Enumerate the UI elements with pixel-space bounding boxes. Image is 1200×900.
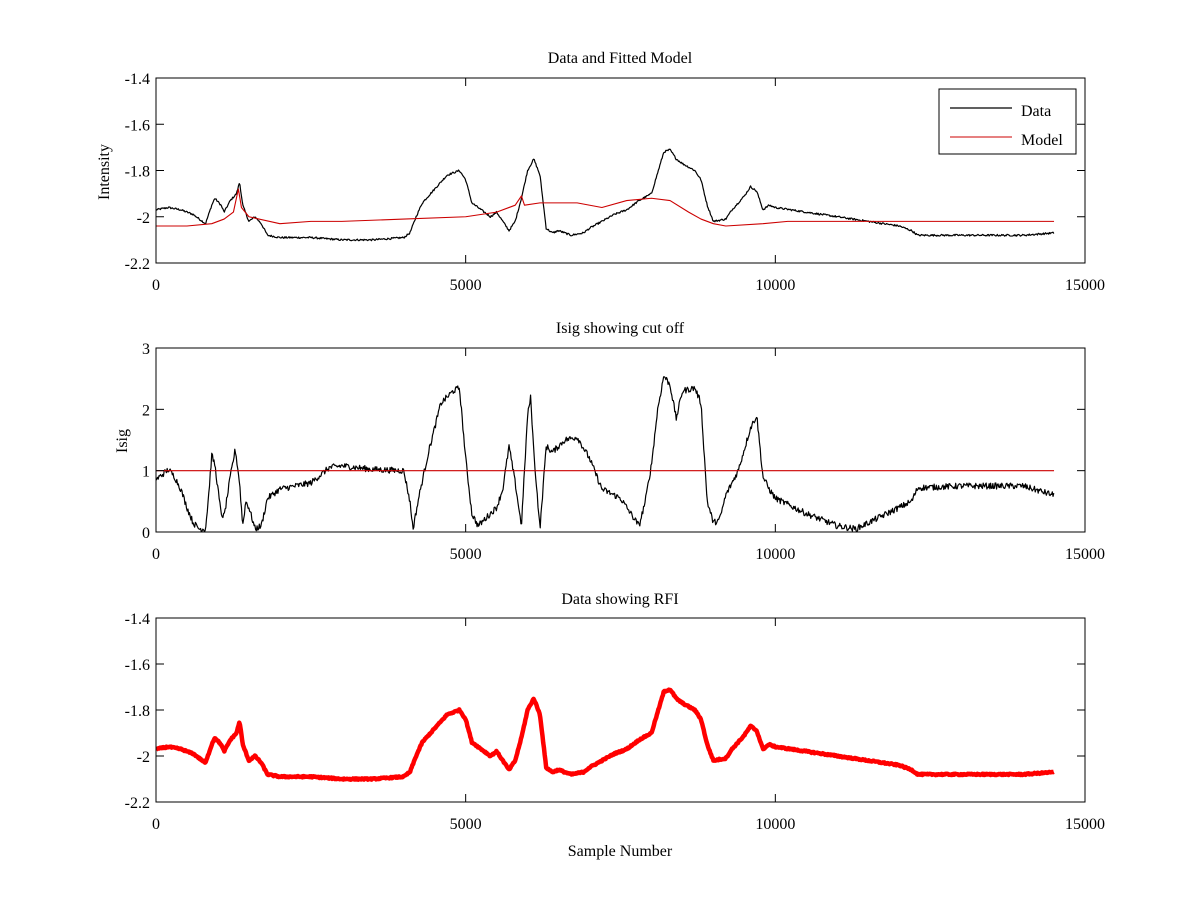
y-tick-label: -2 [137,749,150,766]
y-tick-label: -1.6 [125,657,150,674]
panel-3-xlabel: Sample Number [568,843,673,860]
x-tick-label: 15000 [1065,546,1105,563]
x-tick-label: 5000 [450,816,482,833]
legend-box [938,88,1077,155]
x-tick-label: 10000 [755,546,795,563]
y-tick-label: 1 [142,464,150,481]
series-line-signal [156,687,1056,782]
panel-2-plot-area: 0 5000 10000 15000 0 1 2 3 [142,341,1105,563]
x-tick-label: 5000 [450,277,482,294]
x-tick-label: 10000 [755,816,795,833]
panel-3-plot-area: 0 5000 10000 15000 -2.2 -2 -1.8 -1.6 -1.4 [125,611,1105,833]
y-tick-label: -2 [137,210,150,227]
panel-1-title: Data and Fitted Model [548,50,693,67]
panel-2-title: Isig showing cut off [556,320,685,337]
y-tick-label: 2 [142,402,150,419]
x-tick-label: 0 [152,546,160,563]
x-tick-label: 15000 [1065,816,1105,833]
x-tick-label: 0 [152,816,160,833]
panel-data-showing-rfi: Data showing RFI Sample Number 0 5000 1000… [125,591,1105,860]
panel-3-title: Data showing RFI [561,591,678,608]
y-tick-label: -1.6 [125,117,150,134]
panel-isig-showing-cut-off: Isig showing cut off Isig 0 5000 10000 1500… [114,320,1105,563]
panel-1-plot-area: 0 5000 10000 15000 -2.2 -2 -1.8 -1.6 -1.4 [125,71,1105,294]
panel-1-ylabel: Intensity [96,144,113,200]
y-tick-label: -1.4 [125,611,150,628]
y-tick-label: 3 [142,341,150,358]
x-tick-label: 10000 [755,277,795,294]
y-tick-label: 0 [142,525,150,542]
y-tick-label: -2.2 [125,256,150,273]
series-line-signal [156,376,1055,532]
legend-model-label: Model [1021,132,1063,149]
series-line-model [156,188,1055,227]
panel-1-legend: Data Model [938,88,1077,155]
y-tick-label: -1.8 [125,164,150,181]
axes-box [155,347,1086,533]
legend-data-label: Data [1021,103,1051,120]
y-tick-label: -1.8 [125,703,150,720]
panel-data-and-fitted-model: Data and Fitted Model Intensity 0 5000 100… [96,50,1105,294]
x-tick-label: 0 [152,277,160,294]
x-tick-label: 5000 [450,546,482,563]
y-tick-label: -2.2 [125,795,150,812]
y-tick-label: -1.4 [125,71,150,88]
panel-2-ylabel: Isig [114,429,131,453]
series-line-data [156,148,1055,242]
x-tick-label: 15000 [1065,277,1105,294]
